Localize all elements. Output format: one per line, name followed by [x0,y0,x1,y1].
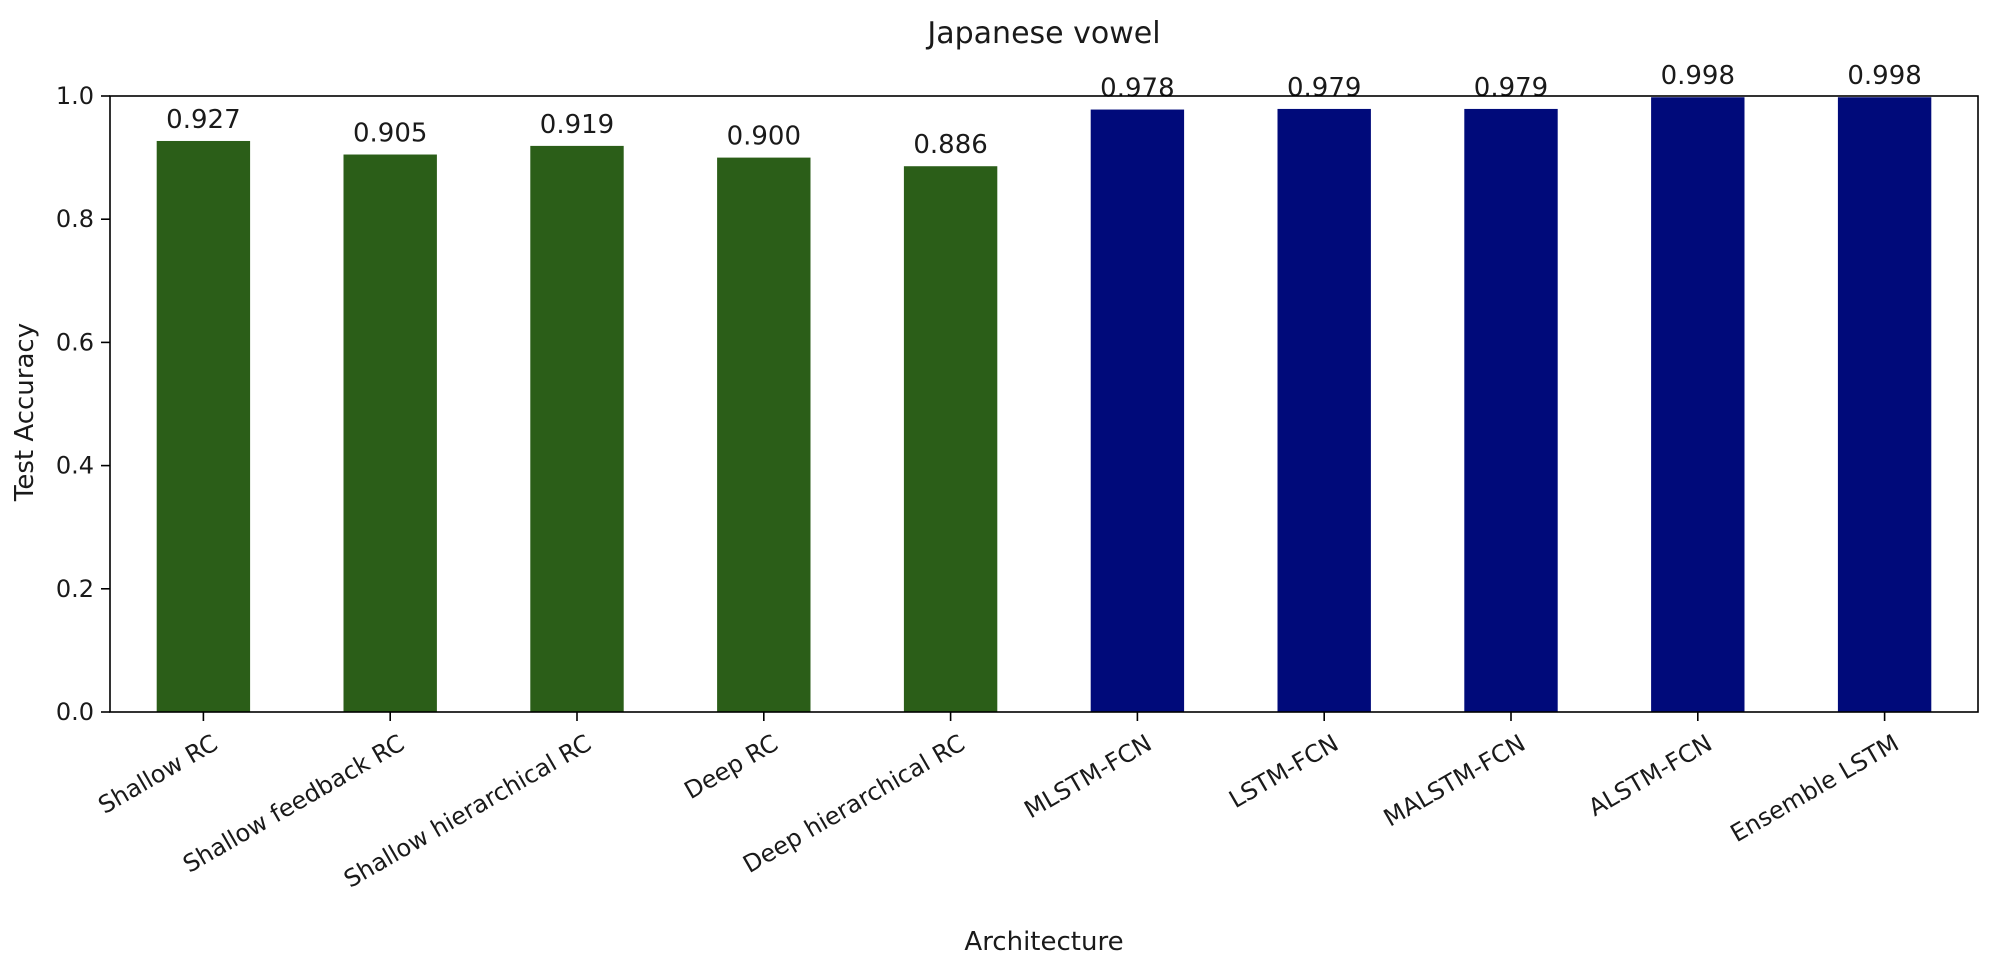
y-tick-label-5: 1.0 [56,82,94,110]
x-tick-label-0: Shallow RC [94,729,223,820]
y-axis-label: Test Accuracy [10,323,40,502]
bars-group [156,97,1932,713]
bar-1 [343,154,437,712]
y-tick-label-4: 0.8 [56,205,94,233]
data-label-4: 0.886 [913,130,987,160]
bar-7 [1464,108,1558,713]
y-tick-label-2: 0.4 [56,452,94,480]
bar-3 [717,157,811,713]
y-axis: 0.0 0.2 0.4 0.6 0.8 1.0 [56,82,110,726]
bar-0 [156,140,251,712]
data-label-7: 0.979 [1474,73,1548,103]
data-label-8: 0.998 [1661,61,1735,91]
x-tick-label-9: Ensemble LSTM [1726,729,1904,848]
bar-4 [903,166,998,712]
chart-title: Japanese vowel [925,16,1160,51]
bar-5 [1090,109,1185,712]
x-tick-label-3: Deep RC [679,729,782,805]
data-label-0: 0.927 [166,105,240,135]
y-tick-label-0: 0.0 [56,698,94,726]
x-tick-label-5: MLSTM-FCN [1020,729,1157,824]
data-label-6: 0.979 [1287,73,1361,103]
y-tick-label-1: 0.2 [56,575,94,603]
bar-6 [1277,108,1371,713]
data-label-2: 0.919 [540,110,614,140]
data-label-3: 0.900 [727,122,801,152]
y-tick-label-3: 0.6 [56,328,94,356]
data-label-1: 0.905 [353,119,427,149]
bar-9 [1837,97,1932,713]
x-axis-label: Architecture [964,927,1123,957]
data-label-9: 0.998 [1847,61,1921,91]
data-label-5: 0.978 [1100,74,1174,104]
x-tick-label-8: ALSTM-FCN [1584,729,1717,822]
x-tick-label-6: LSTM-FCN [1224,729,1343,814]
data-labels-group: 0.927 0.905 0.919 0.900 0.886 0.978 0.979 0.979… [166,61,1922,160]
plot-frame [109,95,1979,713]
bar-2 [530,145,624,712]
x-tick-label-7: MALSTM-FCN [1379,729,1530,832]
bar-8 [1651,97,1745,713]
